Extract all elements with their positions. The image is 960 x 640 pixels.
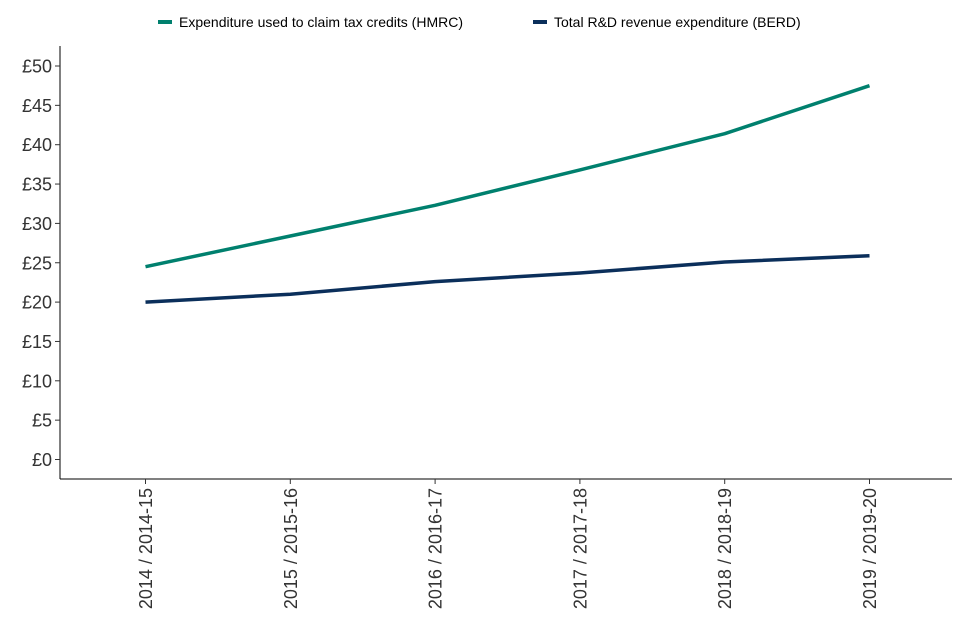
legend-item-hmrc: Expenditure used to claim tax credits (H…: [158, 14, 463, 30]
x-tick-label: 2018 / 2018-19: [715, 488, 735, 609]
y-tick-label: £30: [22, 214, 52, 234]
x-tick-label: 2014 / 2014-15: [136, 488, 156, 609]
y-tick-label: £25: [22, 253, 52, 273]
x-tick-label: 2017 / 2017-18: [570, 488, 590, 609]
x-axis-ticks: 2014 / 2014-15 2015 / 2015-16 2016 / 2016-…: [136, 479, 880, 609]
y-tick-label: £10: [22, 371, 52, 391]
y-tick-label: £5: [32, 411, 52, 431]
y-tick-label: £35: [22, 175, 52, 195]
x-tick-label: 2016 / 2016-17: [426, 488, 446, 609]
series-lines: [145, 84, 871, 304]
y-tick-label: £40: [22, 135, 52, 155]
y-tick-label: £20: [22, 293, 52, 313]
series-line-hmrc: [145, 84, 871, 269]
legend-label-hmrc: Expenditure used to claim tax credits (H…: [179, 14, 463, 30]
y-tick-label: £15: [22, 332, 52, 352]
x-tick-label: 2019 / 2019-20: [860, 488, 880, 609]
y-axis-ticks: £0 £5 £10 £15 £20 £25 £30 £35 £40 £45 £50: [22, 57, 60, 470]
legend: Expenditure used to claim tax credits (H…: [158, 14, 801, 30]
legend-item-berd: Total R&D revenue expenditure (BERD): [533, 14, 801, 30]
y-tick-label: £0: [32, 450, 52, 470]
y-tick-label: £45: [22, 96, 52, 116]
x-tick-label: 2015 / 2015-16: [281, 488, 301, 609]
legend-label-berd: Total R&D revenue expenditure (BERD): [554, 14, 801, 30]
series-line-berd: [145, 253, 870, 304]
y-tick-label: £50: [22, 57, 52, 77]
